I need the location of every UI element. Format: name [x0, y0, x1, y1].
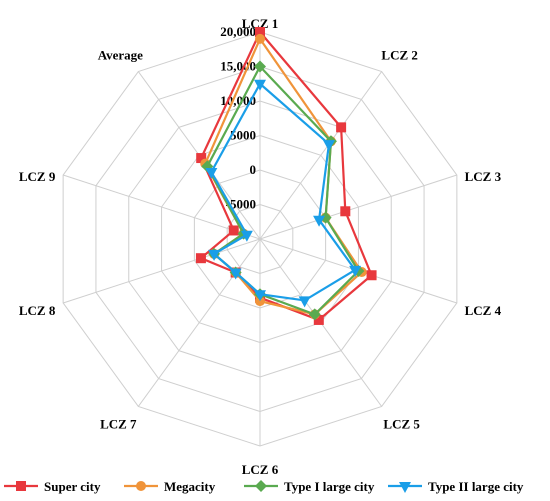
data-point: [254, 79, 266, 91]
legend: Super city Megacity Type I large city Type …: [4, 479, 524, 494]
grid-spoke: [259, 174, 458, 240]
data-point: [336, 122, 347, 133]
legend-entry: Megacity: [124, 479, 216, 494]
axis-label: LCZ 7: [100, 416, 137, 431]
legend-label: Super city: [44, 479, 101, 494]
data-point: [255, 33, 265, 44]
axis-label: LCZ 3: [465, 169, 502, 184]
data-point: [255, 27, 265, 37]
data-point: [340, 206, 351, 217]
data-point: [208, 249, 221, 261]
axis-label: LCZ 1: [242, 16, 278, 31]
axis-labels: LCZ 1 LCZ 2 LCZ 3 LCZ 4 LCZ 5 LCZ 6 LCZ 7 LCZ 8…: [19, 16, 502, 477]
data-point: [349, 265, 362, 277]
tick-label: 0: [250, 162, 257, 177]
data-point: [16, 481, 26, 491]
tick-label: 20,000: [220, 24, 256, 39]
tick-label: -5000: [226, 197, 256, 212]
legend-label: Type II large city: [428, 479, 524, 494]
data-point: [205, 168, 218, 180]
data-point: [240, 230, 253, 242]
data-point: [254, 60, 266, 73]
legend-entry: Type I large city: [244, 479, 375, 494]
data-point: [399, 482, 411, 493]
legend-entry: Type II large city: [388, 479, 524, 494]
axis-label: LCZ 2: [381, 48, 417, 63]
grid-spoke: [137, 238, 261, 407]
series: [195, 27, 377, 325]
legend-label: Type I large city: [284, 479, 375, 494]
data-point: [308, 308, 321, 321]
data-point: [366, 270, 377, 281]
grid-spoke: [62, 174, 261, 240]
series-type-ii-large-city: [205, 79, 362, 308]
data-point: [228, 225, 239, 236]
data-point: [254, 290, 266, 302]
legend-label: Megacity: [164, 479, 216, 494]
axis-label: LCZ 4: [465, 303, 502, 318]
data-point: [136, 481, 146, 491]
data-point: [298, 296, 311, 308]
data-point: [195, 253, 206, 264]
axis-label: LCZ 8: [19, 303, 56, 318]
series-line: [204, 36, 364, 316]
axis-label: Average: [98, 48, 143, 63]
series-megacity: [200, 33, 367, 320]
data-point: [313, 314, 324, 325]
data-point: [322, 140, 335, 152]
grid: [62, 31, 458, 447]
axis-label: LCZ 6: [242, 462, 279, 477]
legend-entry: Super city: [4, 479, 101, 494]
grid-spoke: [62, 238, 261, 304]
tick-label: 5000: [230, 128, 256, 143]
grid-spoke: [259, 71, 383, 240]
data-point: [255, 480, 267, 492]
data-point: [319, 211, 332, 224]
data-point: [313, 215, 326, 227]
data-point: [196, 153, 207, 164]
data-point: [229, 268, 242, 280]
axis-label: LCZ 9: [19, 169, 56, 184]
axis-label: LCZ 5: [383, 416, 420, 431]
